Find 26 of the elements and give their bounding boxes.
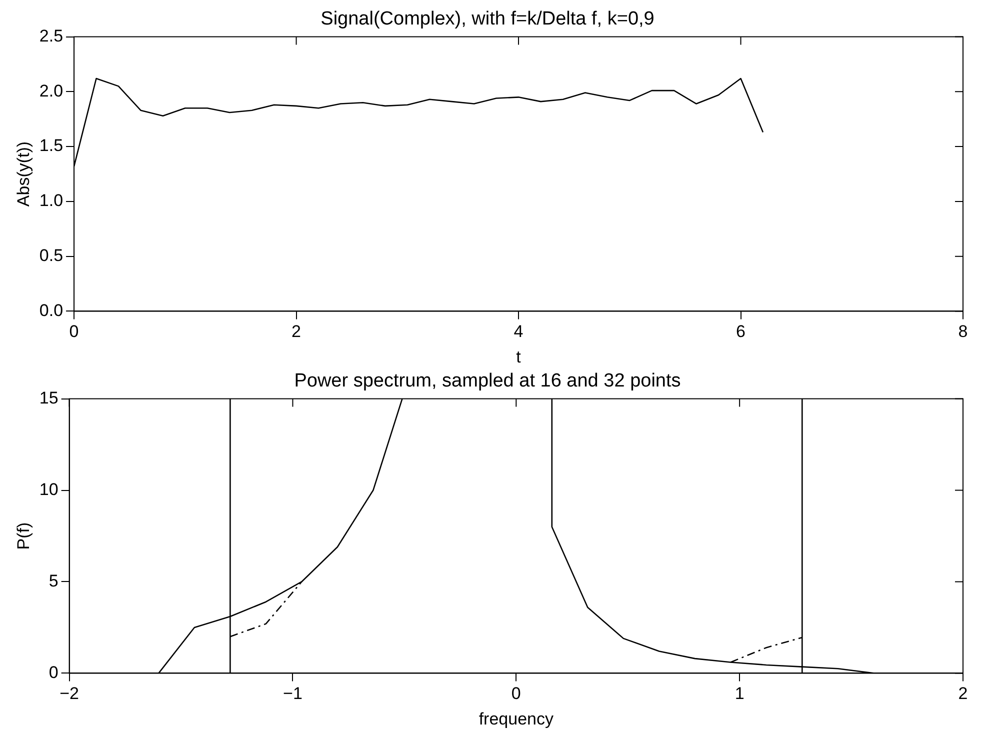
y-tick-label: 5 — [48, 571, 58, 590]
y-tick-label: 1.0 — [39, 191, 64, 210]
x-axis-title: t — [516, 347, 522, 366]
x-tick-label: 0 — [69, 322, 79, 342]
x-tick-label: 2 — [292, 322, 302, 342]
x-tick-label: 2 — [958, 684, 968, 704]
x-tick-label: 0 — [511, 684, 521, 704]
y-tick-label: 0.5 — [39, 246, 64, 266]
x-tick-label: −1 — [283, 684, 302, 704]
y-tick-label: 15 — [39, 388, 58, 408]
y-tick-label: 0.0 — [39, 300, 64, 320]
y-tick-label: 10 — [39, 480, 58, 499]
chart-title: Power spectrum, sampled at 16 and 32 points — [294, 370, 681, 392]
y-axis-title: Abs(y(t)) — [14, 141, 33, 207]
x-tick-label: 6 — [736, 322, 746, 342]
y-tick-label: 2.5 — [39, 26, 64, 46]
x-tick-label: 1 — [734, 684, 744, 704]
y-tick-label: 1.5 — [39, 136, 64, 156]
x-axis-title: frequency — [478, 709, 554, 728]
y-tick-label: 0 — [48, 662, 58, 682]
y-tick-label: 2.0 — [39, 81, 64, 100]
x-tick-label: −2 — [60, 684, 80, 704]
x-tick-label: 8 — [958, 322, 968, 342]
x-tick-label: 4 — [514, 322, 524, 342]
y-axis-title: P(f) — [14, 522, 33, 550]
chart-title: Signal(Complex), with f=k/Delta f, k=0,9 — [320, 8, 654, 30]
